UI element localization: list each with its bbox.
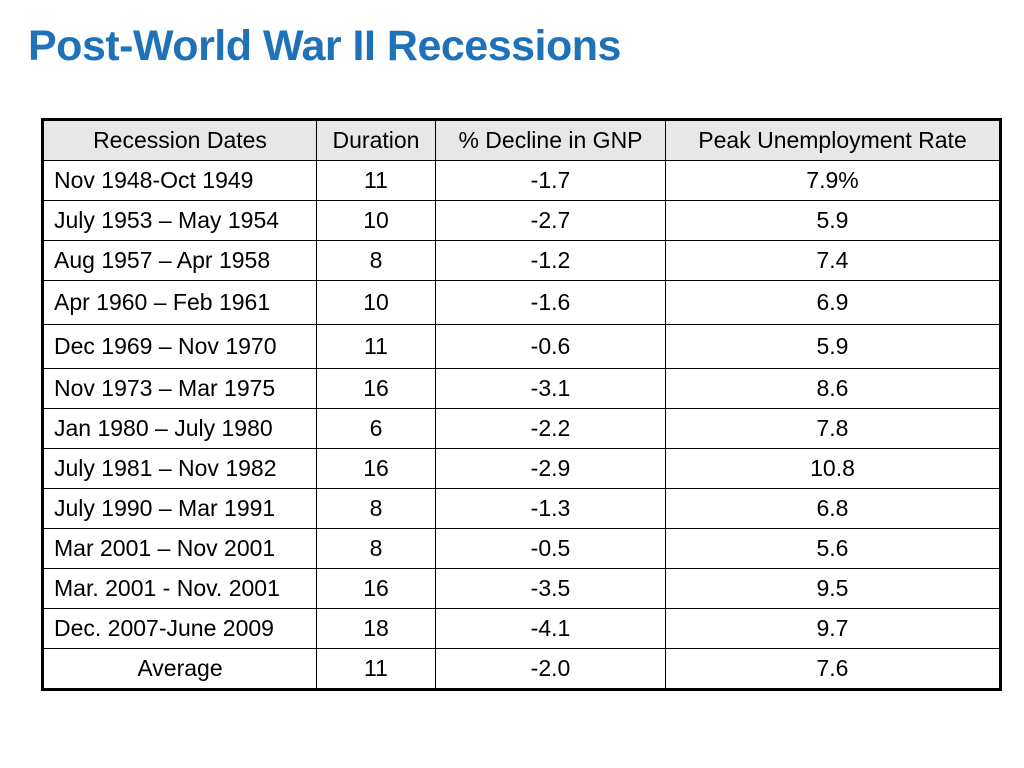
table-row: Nov 1948-Oct 1949 11 -1.7 7.9% xyxy=(42,160,1001,201)
cell-dates: July 1953 – May 1954 xyxy=(42,200,317,241)
cell-duration: 16 xyxy=(316,368,436,409)
cell-duration: 8 xyxy=(316,240,436,281)
cell-decline: -1.3 xyxy=(435,488,666,529)
header-peak-unemployment: Peak Unemployment Rate xyxy=(665,119,1001,161)
cell-decline: -1.2 xyxy=(435,240,666,281)
cell-decline: -1.6 xyxy=(435,280,666,325)
table-row: July 1953 – May 1954 10 -2.7 5.9 xyxy=(42,200,1001,241)
cell-dates: Mar 2001 – Nov 2001 xyxy=(42,528,317,569)
table-row: July 1990 – Mar 1991 8 -1.3 6.8 xyxy=(42,488,1001,529)
recessions-table: Recession Dates Duration % Decline in GN… xyxy=(41,118,1002,691)
cell-dates: Apr 1960 – Feb 1961 xyxy=(42,280,317,325)
cell-decline: -0.5 xyxy=(435,528,666,569)
cell-duration: 6 xyxy=(316,408,436,449)
cell-dates: Aug 1957 – Apr 1958 xyxy=(42,240,317,281)
cell-unemployment: 9.5 xyxy=(665,568,1001,609)
cell-unemployment: 7.4 xyxy=(665,240,1001,281)
cell-decline: -3.5 xyxy=(435,568,666,609)
cell-dates: Jan 1980 – July 1980 xyxy=(42,408,317,449)
cell-decline: -0.6 xyxy=(435,324,666,369)
header-row: Recession Dates Duration % Decline in GN… xyxy=(42,119,1001,161)
cell-dates: Dec. 2007-June 2009 xyxy=(42,608,317,649)
header-decline-gnp: % Decline in GNP xyxy=(435,119,666,161)
cell-duration: 11 xyxy=(316,324,436,369)
table-row: Nov 1973 – Mar 1975 16 -3.1 8.6 xyxy=(42,368,1001,409)
cell-dates: July 1990 – Mar 1991 xyxy=(42,488,317,529)
table-row: Mar. 2001 - Nov. 2001 16 -3.5 9.5 xyxy=(42,568,1001,609)
table-row: Mar 2001 – Nov 2001 8 -0.5 5.6 xyxy=(42,528,1001,569)
slide-title: Post-World War II Recessions xyxy=(28,22,621,70)
cell-decline: -3.1 xyxy=(435,368,666,409)
cell-dates: Dec 1969 – Nov 1970 xyxy=(42,324,317,369)
cell-dates: Mar. 2001 - Nov. 2001 xyxy=(42,568,317,609)
cell-duration: 18 xyxy=(316,608,436,649)
average-row: Average 11 -2.0 7.6 xyxy=(42,648,1001,690)
cell-average-unemployment: 7.6 xyxy=(665,648,1001,690)
cell-unemployment: 10.8 xyxy=(665,448,1001,489)
cell-decline: -1.7 xyxy=(435,160,666,201)
table-row: Dec 1969 – Nov 1970 11 -0.6 5.9 xyxy=(42,324,1001,369)
cell-duration: 16 xyxy=(316,448,436,489)
cell-decline: -4.1 xyxy=(435,608,666,649)
cell-duration: 11 xyxy=(316,160,436,201)
cell-dates: Nov 1948-Oct 1949 xyxy=(42,160,317,201)
cell-unemployment: 6.9 xyxy=(665,280,1001,325)
cell-duration: 10 xyxy=(316,200,436,241)
header-duration: Duration xyxy=(316,119,436,161)
cell-duration: 16 xyxy=(316,568,436,609)
cell-duration: 10 xyxy=(316,280,436,325)
cell-decline: -2.2 xyxy=(435,408,666,449)
cell-decline: -2.7 xyxy=(435,200,666,241)
cell-duration: 8 xyxy=(316,488,436,529)
cell-unemployment: 7.9% xyxy=(665,160,1001,201)
cell-dates: Nov 1973 – Mar 1975 xyxy=(42,368,317,409)
cell-average-duration: 11 xyxy=(316,648,436,690)
table-row: Aug 1957 – Apr 1958 8 -1.2 7.4 xyxy=(42,240,1001,281)
cell-unemployment: 5.9 xyxy=(665,324,1001,369)
cell-dates: July 1981 – Nov 1982 xyxy=(42,448,317,489)
cell-unemployment: 6.8 xyxy=(665,488,1001,529)
cell-unemployment: 7.8 xyxy=(665,408,1001,449)
cell-unemployment: 9.7 xyxy=(665,608,1001,649)
header-recession-dates: Recession Dates xyxy=(42,119,317,161)
cell-duration: 8 xyxy=(316,528,436,569)
cell-decline: -2.9 xyxy=(435,448,666,489)
cell-average-decline: -2.0 xyxy=(435,648,666,690)
table-row: Dec. 2007-June 2009 18 -4.1 9.7 xyxy=(42,608,1001,649)
cell-unemployment: 5.9 xyxy=(665,200,1001,241)
cell-unemployment: 8.6 xyxy=(665,368,1001,409)
table-row: July 1981 – Nov 1982 16 -2.9 10.8 xyxy=(42,448,1001,489)
cell-average-label: Average xyxy=(42,648,317,690)
table-row: Apr 1960 – Feb 1961 10 -1.6 6.9 xyxy=(42,280,1001,325)
table-row: Jan 1980 – July 1980 6 -2.2 7.8 xyxy=(42,408,1001,449)
cell-unemployment: 5.6 xyxy=(665,528,1001,569)
